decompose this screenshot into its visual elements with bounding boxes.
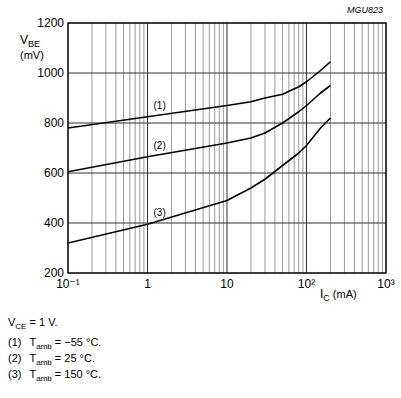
minor-grid bbox=[139, 23, 140, 273]
minor-grid bbox=[223, 23, 224, 273]
minor-grid bbox=[209, 23, 210, 273]
y-label-sub: BE bbox=[28, 39, 40, 49]
y-unit: (mV) bbox=[20, 49, 44, 61]
minor-grid bbox=[214, 23, 215, 273]
y-tick-label: 600 bbox=[44, 166, 64, 180]
minor-grid bbox=[250, 23, 251, 273]
minor-grid bbox=[264, 23, 265, 273]
minor-grid bbox=[354, 23, 355, 273]
minor-grid bbox=[373, 23, 374, 273]
note: (3)Tamb = 150 °C. bbox=[8, 368, 101, 383]
minor-grid bbox=[274, 23, 275, 273]
x-label: IC(mA) bbox=[320, 287, 357, 303]
curve bbox=[68, 118, 330, 243]
grid-line bbox=[68, 123, 386, 124]
grid-line bbox=[227, 23, 228, 273]
figure-code: MGU823 bbox=[347, 5, 383, 15]
curve-label: (3) bbox=[154, 207, 166, 218]
grid-line bbox=[147, 23, 148, 273]
note-prefix: (1) bbox=[8, 336, 21, 348]
note-sub: CE bbox=[15, 322, 26, 331]
minor-grid bbox=[368, 23, 369, 273]
note: VCE = 1 V. bbox=[8, 316, 58, 331]
y-tick-label: 400 bbox=[44, 216, 64, 230]
minor-grid bbox=[362, 23, 363, 273]
x-label-sub: C bbox=[323, 293, 330, 303]
note-prefix: (2) bbox=[8, 352, 21, 364]
x-tick-label: 10³ bbox=[377, 277, 394, 291]
curve-label: (1) bbox=[154, 100, 166, 111]
minor-grid bbox=[105, 23, 106, 273]
minor-grid bbox=[382, 23, 383, 273]
minor-grid bbox=[91, 23, 92, 273]
minor-grid bbox=[282, 23, 283, 273]
minor-grid bbox=[171, 23, 172, 273]
note: (1)Tamb = −55 °C. bbox=[8, 336, 101, 351]
minor-grid bbox=[344, 23, 345, 273]
note-prefix: (3) bbox=[8, 368, 21, 380]
minor-grid bbox=[298, 23, 299, 273]
y-tick-label: 200 bbox=[44, 266, 64, 280]
note-sub: amb bbox=[36, 374, 52, 383]
x-tick-label: 1 bbox=[144, 277, 151, 291]
x-tick-label: 10² bbox=[298, 277, 315, 291]
y-tick-label: 1200 bbox=[37, 16, 64, 30]
note-sub: amb bbox=[36, 342, 52, 351]
minor-grid bbox=[123, 23, 124, 273]
x-unit: (mA) bbox=[333, 288, 357, 300]
grid-line bbox=[306, 23, 307, 273]
note-sub: amb bbox=[36, 358, 52, 367]
curve-label: (2) bbox=[154, 140, 166, 151]
background bbox=[0, 0, 401, 398]
note-text: = 25 °C. bbox=[52, 352, 95, 364]
plot-frame bbox=[68, 23, 386, 273]
minor-grid bbox=[294, 23, 295, 273]
note-text: = 1 V. bbox=[26, 316, 57, 328]
minor-grid bbox=[143, 23, 144, 273]
y-label-symbol: V bbox=[20, 33, 28, 47]
grid-line bbox=[68, 73, 386, 74]
minor-grid bbox=[129, 23, 130, 273]
minor-grid bbox=[288, 23, 289, 273]
note: (2)Tamb = 25 °C. bbox=[8, 352, 95, 367]
x-tick-label: 10 bbox=[220, 277, 234, 291]
minor-grid bbox=[135, 23, 136, 273]
y-tick-label: 800 bbox=[44, 116, 64, 130]
minor-grid bbox=[219, 23, 220, 273]
chart: 10⁻¹11010²10³20040060080010001200VBE(mV)… bbox=[0, 0, 401, 398]
grid-line bbox=[68, 223, 386, 224]
grid-line bbox=[68, 173, 386, 174]
curves bbox=[68, 62, 330, 243]
y-label: VBE bbox=[20, 33, 40, 49]
minor-grid bbox=[185, 23, 186, 273]
note-text: = 150 °C. bbox=[52, 368, 101, 380]
minor-grid bbox=[115, 23, 116, 273]
y-tick-label: 1000 bbox=[37, 66, 64, 80]
minor-grid bbox=[330, 23, 331, 273]
minor-grid bbox=[378, 23, 379, 273]
note-text: = −55 °C. bbox=[52, 336, 102, 348]
